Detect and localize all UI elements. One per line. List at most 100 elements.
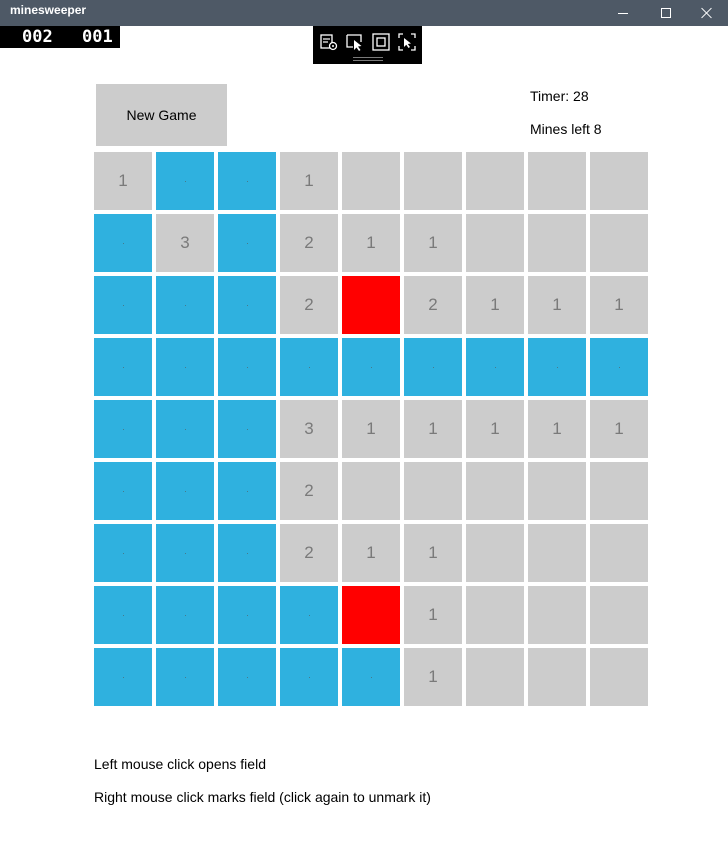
open-cell[interactable]	[528, 586, 586, 644]
open-cell[interactable]	[590, 462, 648, 520]
open-cell[interactable]: 2	[404, 276, 462, 334]
open-cell[interactable]	[590, 648, 648, 706]
track-focused-element-button[interactable]	[397, 32, 417, 52]
cell-number: 3	[304, 419, 314, 438]
open-cell[interactable]: 1	[528, 276, 586, 334]
cell-dot	[246, 180, 248, 182]
hidden-cell[interactable]	[218, 648, 276, 706]
open-cell[interactable]	[466, 648, 524, 706]
open-cell[interactable]: 1	[342, 400, 400, 458]
live-visual-tree-button[interactable]	[319, 32, 339, 52]
open-cell[interactable]: 1	[280, 152, 338, 210]
hidden-cell[interactable]	[404, 338, 462, 396]
new-game-button[interactable]: New Game	[96, 84, 227, 146]
open-cell[interactable]	[466, 586, 524, 644]
open-cell[interactable]: 1	[590, 276, 648, 334]
minimize-button[interactable]	[600, 0, 646, 26]
hidden-cell[interactable]	[94, 462, 152, 520]
open-cell[interactable]	[528, 462, 586, 520]
hidden-cell[interactable]	[156, 400, 214, 458]
hidden-cell[interactable]	[94, 648, 152, 706]
track-focused-element-icon	[398, 33, 416, 51]
hidden-cell[interactable]	[156, 462, 214, 520]
hidden-cell[interactable]	[218, 338, 276, 396]
hidden-cell[interactable]	[156, 152, 214, 210]
open-cell[interactable]	[590, 586, 648, 644]
hidden-cell[interactable]	[342, 648, 400, 706]
flagged-cell[interactable]	[342, 586, 400, 644]
hidden-cell[interactable]	[528, 338, 586, 396]
open-cell[interactable]: 2	[280, 214, 338, 272]
open-cell[interactable]	[342, 152, 400, 210]
hidden-cell[interactable]	[156, 648, 214, 706]
maximize-button[interactable]	[643, 0, 689, 26]
hidden-cell[interactable]	[218, 586, 276, 644]
open-cell[interactable]	[466, 462, 524, 520]
hidden-cell[interactable]	[280, 338, 338, 396]
open-cell[interactable]: 1	[404, 524, 462, 582]
open-cell[interactable]	[342, 462, 400, 520]
hidden-cell[interactable]	[342, 338, 400, 396]
cell-dot	[246, 614, 248, 616]
hidden-cell[interactable]	[280, 648, 338, 706]
close-button[interactable]	[684, 0, 728, 26]
open-cell[interactable]	[466, 214, 524, 272]
open-cell[interactable]: 1	[94, 152, 152, 210]
hidden-cell[interactable]	[94, 586, 152, 644]
hidden-cell[interactable]	[280, 586, 338, 644]
hidden-cell[interactable]	[94, 338, 152, 396]
open-cell[interactable]: 1	[342, 214, 400, 272]
hidden-cell[interactable]	[156, 586, 214, 644]
cell-dot	[432, 366, 434, 368]
hidden-cell[interactable]	[94, 400, 152, 458]
hidden-cell[interactable]	[218, 276, 276, 334]
open-cell[interactable]: 1	[404, 214, 462, 272]
cell-dot	[246, 242, 248, 244]
open-cell[interactable]	[466, 152, 524, 210]
hidden-cell[interactable]	[218, 214, 276, 272]
open-cell[interactable]	[528, 648, 586, 706]
open-cell[interactable]	[590, 152, 648, 210]
open-cell[interactable]	[404, 152, 462, 210]
open-cell[interactable]: 3	[280, 400, 338, 458]
open-cell[interactable]	[466, 524, 524, 582]
hidden-cell[interactable]	[218, 524, 276, 582]
open-cell[interactable]	[404, 462, 462, 520]
cell-dot	[308, 676, 310, 678]
open-cell[interactable]: 2	[280, 462, 338, 520]
open-cell[interactable]	[528, 214, 586, 272]
open-cell[interactable]	[528, 152, 586, 210]
open-cell[interactable]	[590, 524, 648, 582]
hidden-cell[interactable]	[466, 338, 524, 396]
hidden-cell[interactable]	[94, 524, 152, 582]
hidden-cell[interactable]	[94, 276, 152, 334]
open-cell[interactable]: 1	[466, 276, 524, 334]
hidden-cell[interactable]	[218, 400, 276, 458]
hidden-cell[interactable]	[156, 338, 214, 396]
hidden-cell[interactable]	[590, 338, 648, 396]
open-cell[interactable]: 1	[528, 400, 586, 458]
hidden-cell[interactable]	[94, 214, 152, 272]
toolbar-grip[interactable]	[353, 57, 383, 58]
open-cell[interactable]: 1	[404, 648, 462, 706]
display-layout-adorners-button[interactable]	[371, 32, 391, 52]
cell-number: 1	[490, 419, 500, 438]
open-cell[interactable]: 1	[342, 524, 400, 582]
cell-dot	[618, 366, 620, 368]
open-cell[interactable]: 2	[280, 524, 338, 582]
hidden-cell[interactable]	[218, 152, 276, 210]
select-element-icon	[346, 34, 362, 51]
select-element-button[interactable]	[345, 32, 365, 52]
hidden-cell[interactable]	[156, 524, 214, 582]
open-cell[interactable]: 1	[404, 400, 462, 458]
open-cell[interactable]	[528, 524, 586, 582]
open-cell[interactable]: 2	[280, 276, 338, 334]
open-cell[interactable]: 1	[466, 400, 524, 458]
open-cell[interactable]: 3	[156, 214, 214, 272]
open-cell[interactable]	[590, 214, 648, 272]
open-cell[interactable]: 1	[404, 586, 462, 644]
open-cell[interactable]: 1	[590, 400, 648, 458]
hidden-cell[interactable]	[156, 276, 214, 334]
hidden-cell[interactable]	[218, 462, 276, 520]
flagged-cell[interactable]	[342, 276, 400, 334]
